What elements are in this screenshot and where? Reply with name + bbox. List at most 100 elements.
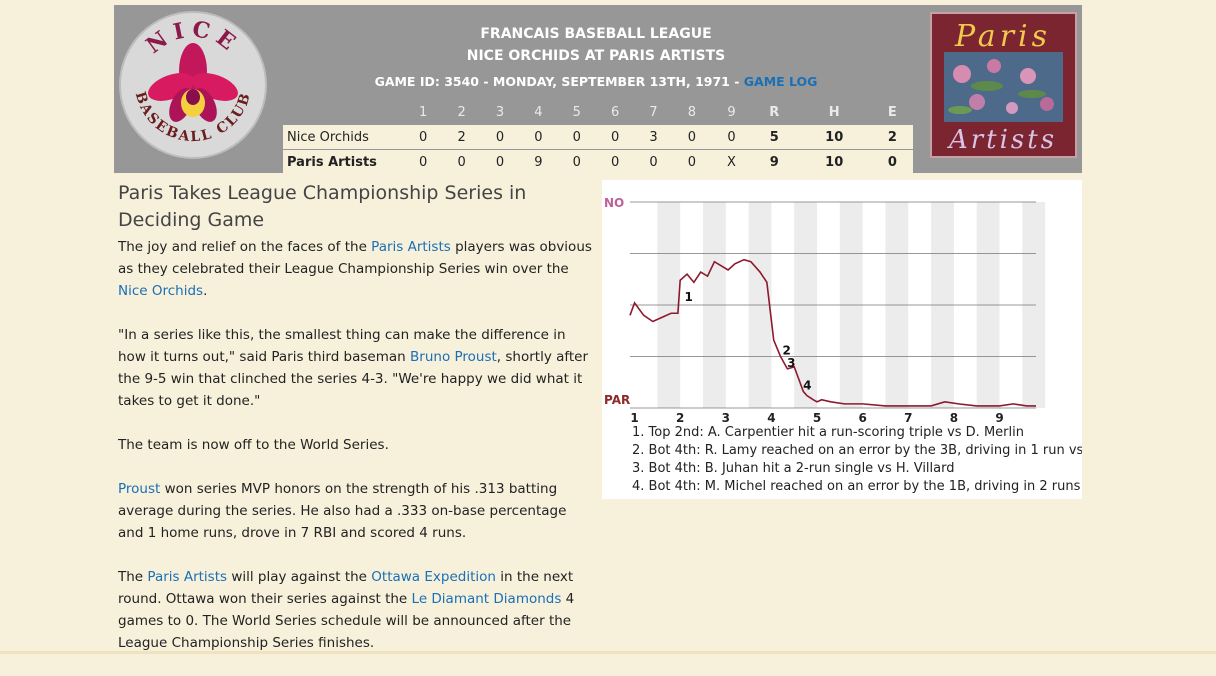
play-marker: 3 xyxy=(787,356,795,370)
key-play-item: 4. Bot 4th: M. Michel reached on an erro… xyxy=(632,479,1082,494)
text: "In a series like this, the smallest thi… xyxy=(118,327,566,365)
league-title: FRANCAIS BASEBALL LEAGUE xyxy=(480,26,712,42)
linescore-header-cell: 6 xyxy=(611,104,620,120)
article-paragraph-2: "In a series like this, the smallest thi… xyxy=(118,324,596,412)
play-marker: 2 xyxy=(783,343,791,357)
inning-label: 4 xyxy=(767,411,775,422)
y-top-label: NO xyxy=(604,196,624,210)
game-recap-article: Paris Takes League Championship Series i… xyxy=(118,180,596,676)
linescore-header-row: 1 2 3 4 5 6 7 8 9 R H E xyxy=(283,100,913,125)
y-bottom-label: PAR xyxy=(604,393,630,407)
linescore-team-name: Nice Orchids xyxy=(283,124,404,150)
text: 4 games to 0. The World Series schedule … xyxy=(118,591,575,651)
linescore-team-name: Paris Artists xyxy=(283,149,404,174)
inning-label: 2 xyxy=(676,411,684,422)
linescore-header-cell: 2 xyxy=(457,104,466,120)
linescore-header-cell: 3 xyxy=(495,104,505,120)
ottawa-expedition-link[interactable]: Ottawa Expedition xyxy=(371,569,496,585)
linescore-h-cell: 10 xyxy=(796,124,872,150)
linescore-header-cell: 7 xyxy=(649,104,658,120)
page-bottom-border xyxy=(0,651,1216,654)
linescore-inning-cell: 3 xyxy=(634,124,673,150)
linescore-inning-cell: 2 xyxy=(442,124,481,150)
linescore-r-cell: 9 xyxy=(751,149,797,174)
inning-label: 6 xyxy=(858,411,866,422)
orchid-logo-art: NICE BASEBALL CLUB xyxy=(132,16,253,145)
article-paragraph-4: Proust won series MVP honors on the stre… xyxy=(118,478,596,544)
linescore-inning-cell: 9 xyxy=(519,149,558,174)
paris-artists-logo: Paris Artists xyxy=(930,12,1077,158)
linescore-h-cell: 10 xyxy=(796,149,872,174)
text: . xyxy=(203,283,208,299)
play-marker: 1 xyxy=(684,290,692,304)
linescore-row: Nice Orchids 0 2 0 0 0 0 3 0 0 5 10 2 xyxy=(283,124,913,150)
linescore-inning-cell: 0 xyxy=(672,124,712,150)
linescore-inning-cell: 0 xyxy=(480,149,520,174)
linescore-e-cell: 2 xyxy=(871,124,913,150)
key-plays-list: 1. Top 2nd: A. Carpentier hit a run-scor… xyxy=(632,424,1082,496)
inning-label: 1 xyxy=(630,411,638,422)
linescore-inning-cell: 0 xyxy=(519,124,558,150)
paris-artists-link[interactable]: Paris Artists xyxy=(371,239,451,255)
inning-label: 7 xyxy=(904,411,912,422)
text: The xyxy=(118,569,148,585)
key-play-item: 1. Top 2nd: A. Carpentier hit a run-scor… xyxy=(632,425,1024,440)
game-info-text: GAME ID: 3540 - MONDAY, SEPTEMBER 13TH, … xyxy=(374,74,744,89)
linescore-inning-cell: 0 xyxy=(711,124,752,150)
game-log-link[interactable]: GAME LOG xyxy=(743,74,818,89)
linescore-header-cell: 4 xyxy=(534,104,543,120)
linescore-inning-cell: X xyxy=(711,149,752,174)
paris-logo-text-bottom: Artists xyxy=(947,125,1057,155)
linescore-e-cell: 0 xyxy=(871,149,913,174)
bruno-proust-link[interactable]: Bruno Proust xyxy=(410,349,497,365)
linescore-inning-cell: 0 xyxy=(672,149,712,174)
text: in the next round. Ottawa won their seri… xyxy=(118,569,574,607)
matchup-title: NICE ORCHIDS AT PARIS ARTISTS xyxy=(466,48,726,64)
key-play-item: 3. Bot 4th: B. Juhan hit a 2-run single … xyxy=(632,461,955,476)
linescore-header-cell: 1 xyxy=(419,104,428,120)
inning-label: 3 xyxy=(722,411,730,422)
linescore-header-cell: 9 xyxy=(727,104,736,120)
text: players was obvious as they celebrated t… xyxy=(118,239,592,277)
linescore-inning-cell: 0 xyxy=(557,149,596,174)
nice-orchids-link[interactable]: Nice Orchids xyxy=(118,283,204,299)
nice-orchids-logo: NICE BASEBALL CLUB xyxy=(119,11,267,159)
key-play-item: 2. Bot 4th: R. Lamy reached on an error … xyxy=(632,443,1082,458)
linescore-header-cell: 5 xyxy=(572,104,581,120)
paris-logo-text-top: Paris xyxy=(954,19,1051,54)
linescore-inning-cell: 0 xyxy=(595,124,635,150)
linescore-inning-cell: 0 xyxy=(595,149,635,174)
paris-logo-art: Paris Artists xyxy=(944,19,1063,155)
linescore-header-team xyxy=(283,100,404,125)
linescore-header-cell: R xyxy=(769,104,780,120)
win-probability-line xyxy=(629,258,1036,407)
linescore-header-cell: E xyxy=(887,104,897,120)
inning-label: 5 xyxy=(813,411,821,422)
win-probability-panel: NO PAR 1 2 3 4 5 6 7 8 9 1 2 3 4 1. Top 2nd: A. Carpen… xyxy=(602,180,1082,499)
game-titles: FRANCAIS BASEBALL LEAGUE NICE ORCHIDS AT… xyxy=(284,23,908,89)
text: , shortly after the 9-5 win that clinche… xyxy=(118,349,589,409)
game-header: NICE BASEBALL CLUB FRANCAIS BASEBALL LEA… xyxy=(114,5,1082,174)
article-paragraph-3: The team is now off to the World Series. xyxy=(118,437,389,453)
linescore-header-cell: 8 xyxy=(687,104,697,120)
article-paragraph-1: The joy and relief on the faces of the P… xyxy=(118,236,596,302)
linescore-inning-cell: 0 xyxy=(442,149,481,174)
proust-link[interactable]: Proust xyxy=(118,481,161,497)
paris-artists-link[interactable]: Paris Artists xyxy=(147,569,228,585)
linescore-inning-cell: 0 xyxy=(480,124,520,150)
play-marker: 4 xyxy=(803,378,811,392)
text: will play against the xyxy=(227,569,372,585)
article-paragraph-5: The Paris Artists will play against the … xyxy=(118,566,596,654)
linescore-inning-cell: 0 xyxy=(404,124,443,150)
game-info: GAME ID: 3540 - MONDAY, SEPTEMBER 13TH, … xyxy=(284,74,908,89)
le-diamant-diamonds-link[interactable]: Le Diamant Diamonds xyxy=(411,591,562,607)
linescore-row: Paris Artists 0 0 0 9 0 0 0 0 X 9 10 0 xyxy=(283,149,913,174)
inning-label: 8 xyxy=(950,411,958,422)
text: The joy and relief on the faces of the xyxy=(118,239,372,255)
text: won series MVP honors on the strength of… xyxy=(118,481,567,541)
linescore-r-cell: 5 xyxy=(751,124,797,150)
linescore-inning-cell: 0 xyxy=(404,149,443,174)
linescore-header-cell: H xyxy=(828,104,840,120)
